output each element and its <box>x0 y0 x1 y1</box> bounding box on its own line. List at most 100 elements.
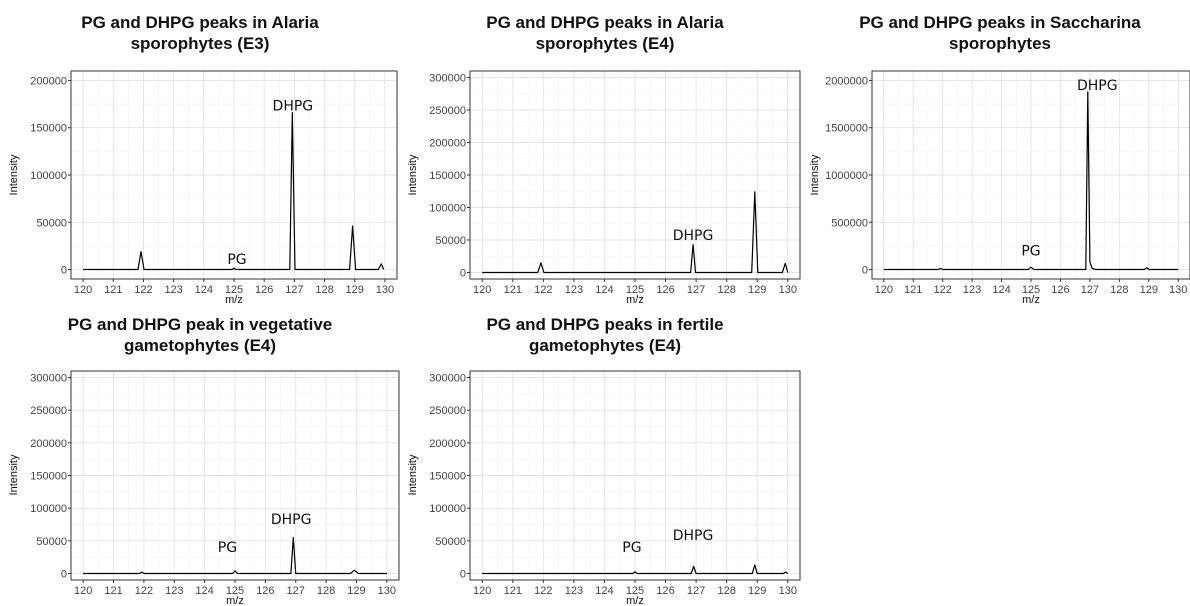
x-tick-label: 121 <box>504 585 522 597</box>
y-tick-label: 0 <box>61 265 67 277</box>
peak-annotation-dhpg: DHPG <box>673 228 714 244</box>
y-axis-label: Intensity <box>407 454 419 495</box>
x-tick-label: 126 <box>1051 284 1069 296</box>
chart-panel-3: PG and DHPG peaks in Saccharina sporophy… <box>809 0 1190 306</box>
chart-plot: 120 121 122 123 124 125 126 127 128 129 130 0 50000 1… <box>8 370 400 606</box>
x-tick-label: 127 <box>687 585 705 597</box>
x-tick-label: 120 <box>74 585 92 597</box>
chart-title-line-2: sporophytes (E3) <box>130 34 270 53</box>
y-tick-label: 50000 <box>435 235 466 247</box>
x-tick-label: 122 <box>134 284 152 296</box>
x-tick-label: 120 <box>473 585 491 597</box>
x-tick-label: 122 <box>534 585 552 597</box>
x-tick-label: 128 <box>717 284 735 296</box>
x-tick-label: 130 <box>376 284 394 296</box>
y-tick-label: 1500000 <box>825 123 868 135</box>
y-tick-label: 200000 <box>429 438 466 450</box>
y-tick-label: 200000 <box>429 138 466 150</box>
y-tick-label: 150000 <box>30 471 67 483</box>
x-tick-label: 122 <box>534 284 552 296</box>
chart-title-line-1: PG and DHPG peak in vegetative <box>67 315 333 334</box>
chart-title-line-1: PG and DHPG peaks in Saccharina <box>859 13 1141 32</box>
chart-panel-5: PG and DHPG peaks in fertile gametophyte… <box>405 305 805 606</box>
x-tick-label: 124 <box>195 284 213 296</box>
y-tick-label: 500000 <box>831 217 868 229</box>
y-tick-label: 300000 <box>429 373 466 385</box>
y-tick-label: 50000 <box>36 536 67 548</box>
x-tick-label: 123 <box>165 585 183 597</box>
x-tick-label: 127 <box>687 284 705 296</box>
y-axis-label: Intensity <box>809 154 821 195</box>
x-tick-label: 121 <box>104 585 122 597</box>
x-axis-label: m/z <box>1022 294 1040 306</box>
x-tick-label: 130 <box>779 284 797 296</box>
x-tick-label: 129 <box>1140 284 1158 296</box>
chart-panel-4: PG and DHPG peak in vegetative gametophy… <box>0 305 400 606</box>
y-tick-label: 200000 <box>30 438 67 450</box>
y-axis-label: Intensity <box>8 454 20 495</box>
y-axis-label: Intensity <box>8 154 20 195</box>
x-tick-label: 129 <box>346 284 364 296</box>
peak-annotation-pg: PG <box>227 252 246 268</box>
chart-title-line-2: sporophytes <box>948 34 1052 53</box>
x-tick-label: 123 <box>565 585 583 597</box>
chart-title-line-2: gametophytes (E4) <box>123 336 277 355</box>
y-tick-label: 100000 <box>30 170 67 182</box>
x-tick-label: 126 <box>255 284 273 296</box>
peak-annotation-dhpg: DHPG <box>1077 78 1118 94</box>
x-tick-label: 128 <box>317 585 335 597</box>
y-tick-label: 200000 <box>30 75 67 87</box>
y-tick-label: 100000 <box>429 503 466 515</box>
y-tick-label: 250000 <box>429 105 466 117</box>
x-tick-label: 129 <box>748 585 766 597</box>
x-tick-label: 127 <box>285 284 303 296</box>
x-tick-label: 126 <box>256 585 274 597</box>
x-tick-label: 128 <box>717 585 735 597</box>
chart-title: PG and DHPG peaks in fertile gametophyte… <box>405 314 805 356</box>
chart-panel-1: PG and DHPG peaks in Alaria sporophytes … <box>0 0 400 306</box>
chart-title: PG and DHPG peak in vegetative gametophy… <box>0 314 400 356</box>
spectrum-line <box>83 111 385 271</box>
chart-plot: 120 121 122 123 124 125 126 127 128 129 130 0 500000… <box>809 70 1190 306</box>
peak-annotation-pg: PG <box>1021 243 1040 259</box>
x-tick-label: 126 <box>656 585 674 597</box>
x-tick-label: 120 <box>74 284 92 296</box>
y-tick-label: 1000000 <box>825 170 868 182</box>
x-tick-label: 125 <box>626 284 644 296</box>
x-tick-label: 120 <box>473 284 491 296</box>
x-tick-label: 130 <box>1169 284 1187 296</box>
chart-title: PG and DHPG peaks in Saccharina sporophy… <box>810 12 1190 54</box>
chart-title-line-1: PG and DHPG peaks in Alaria <box>81 13 319 32</box>
y-tick-label: 300000 <box>429 73 466 85</box>
peak-annotation-dhpg: DHPG <box>271 512 312 528</box>
chart-title-line-1: PG and DHPG peaks in fertile <box>486 315 724 334</box>
x-tick-label: 128 <box>315 284 333 296</box>
x-tick-label: 122 <box>933 284 951 296</box>
chart-title: PG and DHPG peaks in Alaria sporophytes … <box>0 12 400 54</box>
chart-panel-2: PG and DHPG peaks in Alaria sporophytes … <box>405 0 805 306</box>
y-tick-label: 150000 <box>429 170 466 182</box>
x-tick-label: 129 <box>748 284 766 296</box>
chart-plot: 120 121 122 123 124 125 126 127 128 129 130 0 50000 1… <box>8 70 398 306</box>
x-tick-label: 125 <box>626 585 644 597</box>
x-tick-label: 129 <box>347 585 365 597</box>
y-tick-label: 0 <box>862 265 868 277</box>
x-tick-label: 123 <box>164 284 182 296</box>
y-tick-label: 150000 <box>30 123 67 135</box>
y-tick-label: 0 <box>460 568 466 580</box>
spectrum-line <box>482 564 789 575</box>
x-tick-label: 126 <box>656 284 674 296</box>
x-tick-label: 127 <box>1081 284 1099 296</box>
x-tick-label: 124 <box>595 284 613 296</box>
y-tick-label: 150000 <box>429 471 466 483</box>
spectrum-line <box>482 191 789 274</box>
peak-annotation-pg: PG <box>622 540 641 556</box>
x-tick-label: 125 <box>226 585 244 597</box>
x-tick-label: 128 <box>1110 284 1128 296</box>
chart-title: PG and DHPG peaks in Alaria sporophytes … <box>405 12 805 54</box>
spectrum-line <box>83 536 387 575</box>
y-tick-label: 300000 <box>30 373 67 385</box>
x-tick-label: 123 <box>963 284 981 296</box>
x-tick-label: 120 <box>875 284 893 296</box>
y-axis-label: Intensity <box>407 154 419 195</box>
